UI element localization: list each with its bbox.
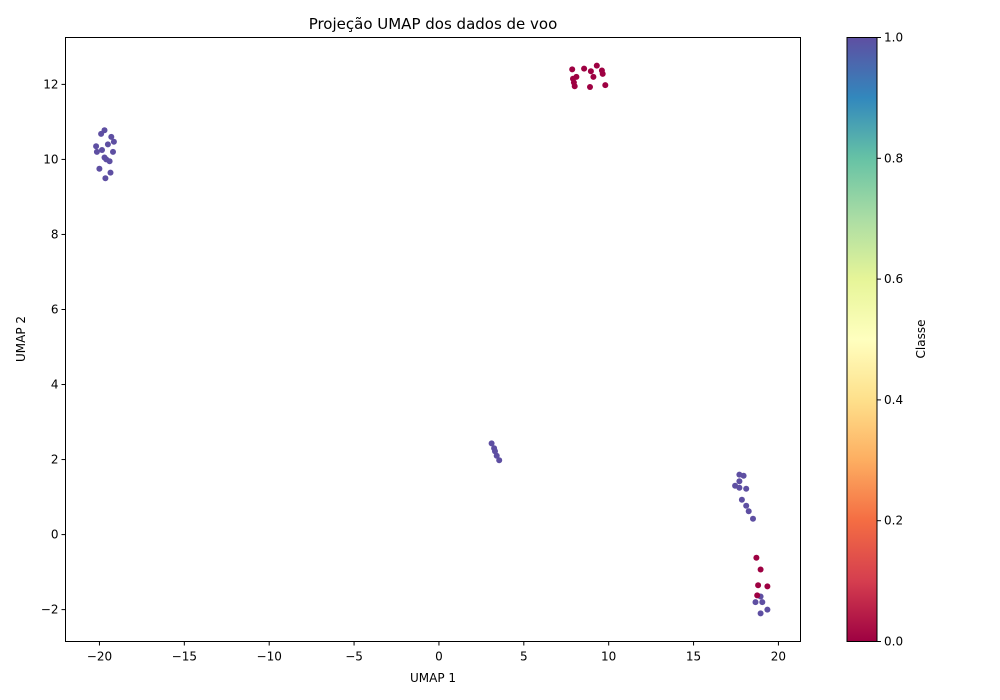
data-point — [107, 169, 114, 176]
y-axis-label: UMAP 2 — [14, 316, 28, 362]
data-point — [754, 592, 761, 599]
data-point — [493, 452, 500, 459]
x-tick-label: −20 — [87, 650, 112, 664]
data-point — [106, 158, 113, 165]
x-axis: −20 −15 −10 −5 0 5 10 15 20 — [87, 641, 786, 664]
colorbar-tick-label: 1.0 — [884, 31, 903, 45]
colorbar-tick-label: 0.0 — [884, 635, 903, 649]
data-point — [93, 143, 100, 150]
y-tick-label: 6 — [51, 302, 59, 316]
data-point — [740, 472, 747, 479]
y-tick-label: 10 — [43, 152, 58, 166]
y-tick-label: 0 — [51, 528, 59, 542]
data-point — [602, 82, 609, 89]
data-point — [93, 148, 100, 155]
x-tick-label: 20 — [771, 650, 786, 664]
y-tick-label: 4 — [51, 378, 59, 392]
y-tick-label: 8 — [51, 227, 59, 241]
data-point — [753, 554, 760, 561]
data-point — [569, 66, 576, 73]
data-point — [738, 496, 745, 503]
data-point — [96, 165, 103, 172]
data-point — [757, 610, 764, 617]
x-axis-label: UMAP 1 — [410, 671, 456, 685]
y-tick-label: 2 — [51, 453, 59, 467]
data-point — [108, 133, 115, 140]
colorbar-tick-label: 0.2 — [884, 514, 903, 528]
data-point — [736, 478, 743, 485]
data-point — [736, 484, 743, 491]
data-point — [752, 599, 759, 606]
data-point — [743, 502, 750, 509]
data-point — [755, 582, 762, 589]
data-point — [764, 606, 771, 613]
colorbar-tick-label: 0.6 — [884, 272, 903, 286]
data-point — [110, 138, 117, 145]
data-point — [759, 599, 766, 606]
colorbar-frame — [846, 37, 878, 642]
data-point — [110, 148, 116, 155]
data-point — [750, 515, 756, 522]
y-tick-label: 12 — [43, 77, 58, 91]
x-tick-label: 0 — [435, 650, 443, 664]
data-point — [599, 70, 606, 77]
chart-title: Projeção UMAP dos dados de voo — [309, 15, 558, 33]
colorbar-label: Classe — [914, 320, 928, 359]
data-point — [104, 141, 111, 148]
data-point — [496, 457, 503, 464]
data-point — [571, 83, 578, 90]
data-point — [743, 485, 750, 492]
colorbar: 0.0 0.2 0.4 0.6 0.8 1.0 Classe — [846, 31, 928, 649]
colorbar-ticks: 0.0 0.2 0.4 0.6 0.8 1.0 — [877, 31, 903, 649]
x-tick-label: −10 — [257, 650, 282, 664]
data-point — [590, 73, 597, 80]
x-tick-label: 5 — [520, 650, 528, 664]
data-point — [492, 448, 498, 455]
plot-area-frame — [65, 37, 801, 642]
x-tick-label: 15 — [686, 650, 701, 664]
data-point — [587, 68, 594, 75]
colorbar-gradient — [847, 37, 877, 642]
y-axis: −2 0 2 4 6 8 10 12 — [41, 77, 66, 617]
colorbar-tick-label: 0.8 — [884, 151, 903, 165]
data-point — [764, 583, 771, 590]
scatter-points — [93, 62, 771, 617]
data-point — [593, 62, 600, 69]
x-tick-label: −5 — [345, 650, 363, 664]
data-point — [102, 175, 109, 182]
colorbar-tick-label: 0.4 — [884, 393, 903, 407]
x-tick-label: 10 — [601, 650, 616, 664]
data-point — [745, 508, 752, 515]
data-point — [98, 130, 105, 137]
data-point — [99, 147, 105, 153]
y-tick-label: −2 — [41, 603, 59, 617]
data-point — [757, 566, 764, 573]
data-point — [488, 440, 495, 447]
data-point — [581, 65, 588, 72]
data-point — [587, 84, 593, 90]
x-tick-label: −15 — [172, 650, 197, 664]
